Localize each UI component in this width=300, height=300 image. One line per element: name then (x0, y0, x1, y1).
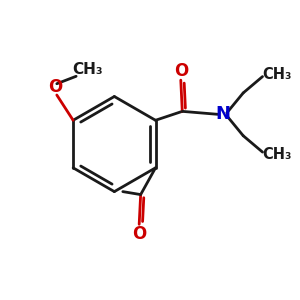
Text: O: O (174, 62, 188, 80)
Text: O: O (48, 78, 62, 96)
Text: CH₃: CH₃ (262, 67, 292, 82)
Text: CH₃: CH₃ (262, 147, 292, 162)
Text: N: N (216, 105, 231, 123)
Text: CH₃: CH₃ (73, 62, 103, 77)
Text: O: O (132, 225, 146, 243)
